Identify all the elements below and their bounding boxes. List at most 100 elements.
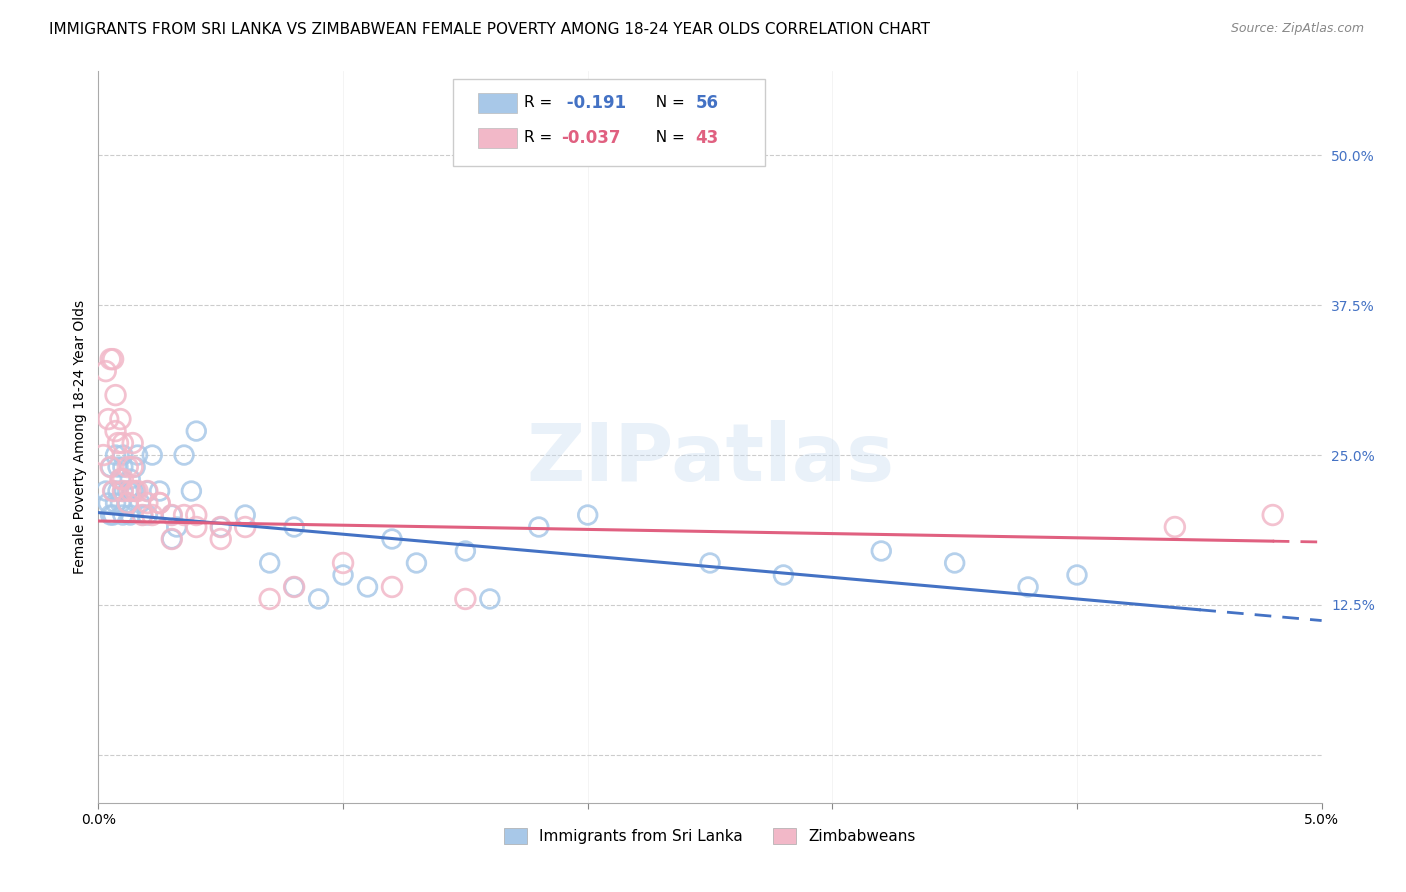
Point [173,508,195,522]
Point [129,496,152,510]
Point [117,483,139,498]
Point [772,568,794,582]
Point [111,436,134,450]
Point [117,496,139,510]
Point [136,496,159,510]
Point [356,580,378,594]
Point [104,388,127,402]
FancyBboxPatch shape [453,78,765,167]
Text: Source: ZipAtlas.com: Source: ZipAtlas.com [1230,22,1364,36]
Point [124,460,146,475]
Point [104,448,127,462]
Point [186,424,208,438]
Point [91,448,114,462]
Point [478,591,501,606]
Point [259,591,281,606]
Text: R =: R = [524,95,557,111]
Point [110,412,132,426]
Point [381,532,404,546]
Point [101,352,124,367]
Point [100,352,122,367]
Point [136,508,159,522]
Point [332,556,354,570]
Point [173,448,195,462]
Point [283,580,305,594]
Point [576,508,599,522]
Point [111,460,134,475]
Point [141,448,163,462]
Point [104,424,127,438]
Point [101,483,124,498]
Point [141,508,163,522]
FancyBboxPatch shape [478,93,517,113]
Point [100,460,122,475]
Point [209,532,232,546]
Text: -0.037: -0.037 [561,129,620,147]
Point [209,520,232,534]
Point [120,472,142,486]
Point [149,483,172,498]
Point [127,483,149,498]
Y-axis label: Female Poverty Among 18-24 Year Olds: Female Poverty Among 18-24 Year Olds [73,300,87,574]
Point [110,496,132,510]
Point [136,483,159,498]
Point [120,483,142,498]
Point [94,483,117,498]
Point [160,532,183,546]
Text: N =: N = [647,95,690,111]
Point [101,508,124,522]
Point [127,448,149,462]
Point [283,520,305,534]
Point [233,508,256,522]
Point [110,472,132,486]
Point [454,544,477,558]
Point [186,508,208,522]
Point [160,508,183,522]
Point [107,483,129,498]
Point [121,483,143,498]
Point [943,556,966,570]
Point [124,483,146,498]
Point [332,568,354,582]
Point [97,496,120,510]
Point [308,591,330,606]
Point [1261,508,1284,522]
Point [454,591,477,606]
Point [870,544,893,558]
Point [111,508,134,522]
Point [259,556,281,570]
Point [131,508,153,522]
Text: -0.191: -0.191 [561,94,626,112]
Point [149,496,172,510]
Point [283,580,305,594]
Point [117,496,139,510]
FancyBboxPatch shape [478,128,517,148]
Point [97,412,120,426]
Point [160,532,183,546]
Point [381,580,404,594]
Point [233,520,256,534]
Point [1164,520,1187,534]
Point [180,483,202,498]
Point [111,483,134,498]
Legend: Immigrants from Sri Lanka, Zimbabweans: Immigrants from Sri Lanka, Zimbabweans [498,822,922,850]
Point [111,448,134,462]
Point [166,520,188,534]
Text: N =: N = [647,130,690,145]
Point [1017,580,1039,594]
Point [121,460,143,475]
Point [136,483,159,498]
Text: R =: R = [524,130,557,145]
Point [100,460,122,475]
Point [405,556,427,570]
Point [1066,568,1088,582]
Point [100,508,122,522]
Point [160,508,183,522]
Text: IMMIGRANTS FROM SRI LANKA VS ZIMBABWEAN FEMALE POVERTY AMONG 18-24 YEAR OLDS COR: IMMIGRANTS FROM SRI LANKA VS ZIMBABWEAN … [49,22,931,37]
Point [107,460,129,475]
Point [121,436,143,450]
Point [527,520,550,534]
Text: ZIPatlas: ZIPatlas [526,420,894,498]
Point [699,556,721,570]
Point [104,496,127,510]
